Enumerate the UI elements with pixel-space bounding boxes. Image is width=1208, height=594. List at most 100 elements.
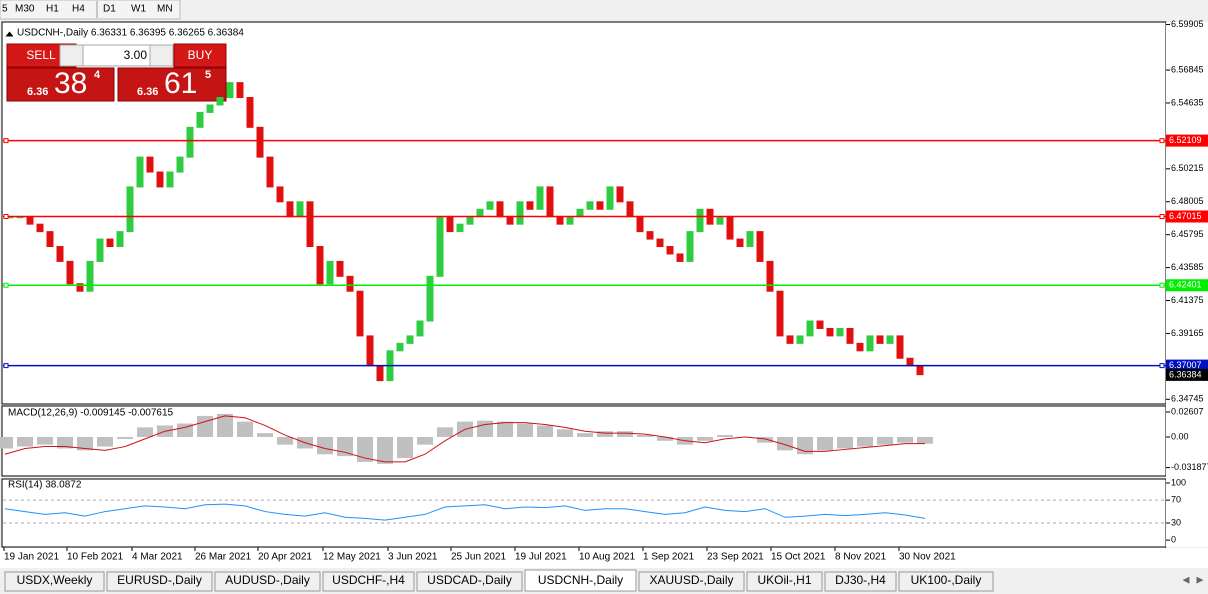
candle xyxy=(496,201,504,218)
candle xyxy=(546,186,554,218)
chart-tab[interactable] xyxy=(4,571,105,592)
x-tick-label: 4 Mar 2021 xyxy=(132,552,183,563)
candle xyxy=(556,216,564,225)
candle xyxy=(186,126,194,158)
rsi-panel xyxy=(1,478,1167,548)
macd-bar xyxy=(317,436,333,455)
candle xyxy=(886,335,894,344)
chart-tab-label: DJ30-,H4 xyxy=(835,573,886,587)
y-tick-label: 6.54635 xyxy=(1171,97,1204,107)
timeframe-button[interactable]: MN xyxy=(157,4,173,15)
macd-bar xyxy=(897,436,913,443)
candle xyxy=(336,260,344,277)
tab-scroll-left[interactable]: ◀ xyxy=(1183,574,1190,584)
candle xyxy=(66,260,74,285)
chart-tab[interactable] xyxy=(416,571,523,592)
chart-title: USDCNH-,Daily 6.36331 6.36395 6.36265 6.… xyxy=(17,28,244,39)
chart-tab[interactable] xyxy=(638,571,745,592)
x-tick-label: 1 Sep 2021 xyxy=(643,552,695,563)
x-tick-label: 20 Apr 2021 xyxy=(258,552,312,563)
macd-bar xyxy=(637,435,653,437)
timeframe-button[interactable]: M30 xyxy=(15,4,35,15)
macd-bar xyxy=(0,436,13,449)
chart-tab-label: USDCHF-,H4 xyxy=(332,573,405,587)
macd-bar xyxy=(217,413,233,437)
macd-bar xyxy=(177,423,193,437)
x-tick-label: 26 Mar 2021 xyxy=(195,552,252,563)
chart-tab[interactable] xyxy=(524,569,637,592)
candle xyxy=(256,126,264,158)
candle xyxy=(156,171,164,188)
chart-tab-label: AUDUSD-,Daily xyxy=(225,573,310,587)
macd-bar xyxy=(657,436,673,441)
y-tick-label: 0.00 xyxy=(1171,431,1189,441)
chart-tab[interactable] xyxy=(898,571,994,592)
level-marker xyxy=(3,282,9,288)
candle xyxy=(866,335,874,352)
candle xyxy=(586,201,594,210)
candle xyxy=(636,216,644,233)
candle xyxy=(286,201,294,218)
macd-bar xyxy=(17,436,33,447)
candle xyxy=(606,186,614,210)
buy-label: BUY xyxy=(188,48,213,62)
level-label-box xyxy=(1166,134,1208,147)
macd-bar xyxy=(237,421,253,437)
chart-tab[interactable] xyxy=(214,571,321,592)
candle xyxy=(626,201,634,218)
sell-label: SELL xyxy=(26,48,56,62)
level-label-box xyxy=(1166,210,1208,223)
level-marker xyxy=(3,214,9,220)
chart-tab[interactable] xyxy=(322,571,415,592)
timeframe-button[interactable]: 5 xyxy=(2,4,8,15)
volume-up[interactable] xyxy=(149,44,174,67)
candle xyxy=(446,216,454,233)
macd-bar xyxy=(417,436,433,445)
macd-bar xyxy=(337,436,353,457)
candle xyxy=(416,320,424,337)
one-click-trading: SELL 3.00 BUY 6.36 38 4 6.36 61 5 xyxy=(6,43,227,102)
timeframe-button[interactable]: H4 xyxy=(72,4,85,15)
chart-tab[interactable] xyxy=(746,571,823,592)
collapse-icon[interactable] xyxy=(5,31,14,37)
macd-bar xyxy=(777,436,793,451)
chart-tab[interactable] xyxy=(106,571,213,592)
candle xyxy=(536,186,544,210)
timeframe-button[interactable]: W1 xyxy=(131,4,146,15)
timeframe-button[interactable]: D1 xyxy=(103,4,116,15)
candle xyxy=(116,231,124,248)
chart-tab-label: USDX,Weekly xyxy=(17,573,93,587)
candle xyxy=(246,97,254,128)
macd-bar xyxy=(197,415,213,437)
timeframe-button[interactable]: H1 xyxy=(46,4,59,15)
chart-tab-label: XAUUSD-,Daily xyxy=(649,573,733,587)
bid-box[interactable] xyxy=(6,67,115,102)
chart-tab-label: USDCAD-,Daily xyxy=(427,573,512,587)
macd-bar xyxy=(617,431,633,437)
macd-bar xyxy=(117,436,133,439)
bid-pips: 38 xyxy=(54,67,87,100)
macd-bar xyxy=(377,436,393,464)
candle xyxy=(696,208,704,233)
candle xyxy=(796,335,804,344)
candle xyxy=(856,342,864,352)
time-scale xyxy=(0,548,1208,568)
buy-button[interactable] xyxy=(173,43,227,68)
macd-bar xyxy=(37,436,53,445)
volume-value: 3.00 xyxy=(124,48,148,62)
x-tick-label: 15 Oct 2021 xyxy=(771,552,826,563)
macd-bar xyxy=(77,436,93,451)
tab-scroll-right[interactable]: ▶ xyxy=(1197,574,1204,584)
x-tick-label: 19 Jan 2021 xyxy=(4,552,59,563)
ask-box[interactable] xyxy=(117,67,227,102)
volume-down[interactable] xyxy=(59,44,84,67)
chart-tab[interactable] xyxy=(824,571,897,592)
ask-fraction: 5 xyxy=(205,69,211,81)
candle xyxy=(346,275,354,292)
candle xyxy=(816,320,824,329)
macd-bar xyxy=(697,436,713,441)
candle xyxy=(806,320,814,337)
candle xyxy=(916,365,924,376)
level-marker xyxy=(1159,214,1165,220)
macd-bar xyxy=(357,436,373,462)
